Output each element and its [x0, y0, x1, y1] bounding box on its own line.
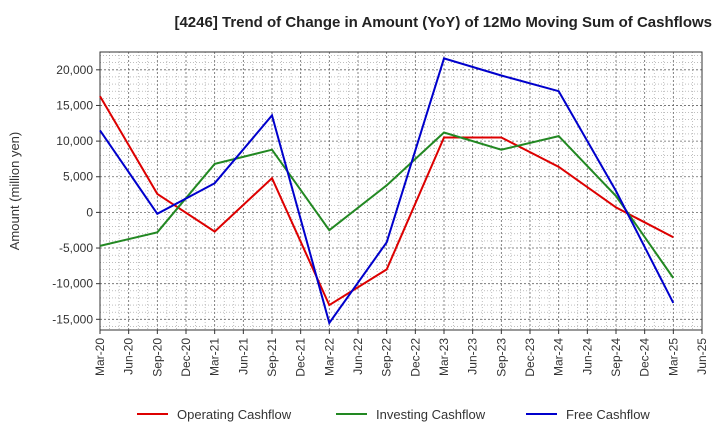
axes: Mar-20 Jun-20 Sep-20 Dec-20 Mar-21 Jun-21 Sep-…: [52, 51, 709, 377]
x-tick-label: Sep-22: [380, 338, 394, 377]
x-tick-label: Sep-20: [150, 338, 164, 377]
series-lines: [99, 57, 675, 326]
plot-border: [99, 51, 703, 331]
y-tick-label: -15,000: [52, 312, 93, 326]
x-tick-label: Sep-21: [265, 338, 279, 377]
x-tick-label: Jun-23: [466, 338, 480, 375]
x-tick-label: Mar-20: [93, 338, 107, 376]
x-tick-label: Mar-25: [666, 338, 680, 376]
series-line-free-cashflow: [99, 57, 675, 326]
series-line-investing-cashflow: [99, 131, 675, 279]
x-tick-label: Dec-20: [179, 338, 193, 377]
x-tick-label: Sep-23: [494, 338, 508, 377]
x-tick-label: Dec-23: [523, 338, 537, 377]
y-axis-label: Amount (million yen): [7, 132, 22, 251]
legend: Operating Cashflow Investing Cashflow Free…: [137, 407, 650, 422]
y-tick-label: 15,000: [56, 98, 93, 112]
x-tick-label: Mar-22: [322, 338, 336, 376]
chart-title: [4246] Trend of Change in Amount (YoY) o…: [174, 14, 712, 31]
y-tick-label: 20,000: [56, 63, 93, 77]
grid-lines: [99, 52, 703, 330]
legend-entry-label: Free Cashflow: [566, 407, 650, 422]
legend-entry-label: Operating Cashflow: [177, 407, 292, 422]
x-tick-label: Dec-21: [294, 338, 308, 377]
x-tick-label: Jun-25: [695, 338, 709, 375]
x-tick-label: Sep-24: [609, 338, 623, 377]
x-tick-label: Mar-21: [208, 338, 222, 376]
x-tick-label: Mar-23: [437, 338, 451, 376]
x-tick-label: Dec-22: [408, 338, 422, 377]
x-tick-label: Mar-24: [552, 338, 566, 376]
y-tick-label: 0: [86, 205, 93, 219]
x-tick-label: Jun-21: [236, 338, 250, 375]
y-tick-label: 5,000: [63, 170, 93, 184]
x-tick-label: Dec-24: [638, 338, 652, 377]
x-tick-label: Jun-24: [580, 338, 594, 375]
y-tick-label: -10,000: [52, 277, 93, 291]
x-tick-label: Jun-20: [122, 338, 136, 375]
legend-entry-label: Investing Cashflow: [376, 407, 486, 422]
y-tick-label: -5,000: [59, 241, 93, 255]
y-tick-label: 10,000: [56, 134, 93, 148]
series-line-operating-cashflow: [99, 95, 674, 307]
x-tick-label: Jun-22: [351, 338, 365, 375]
